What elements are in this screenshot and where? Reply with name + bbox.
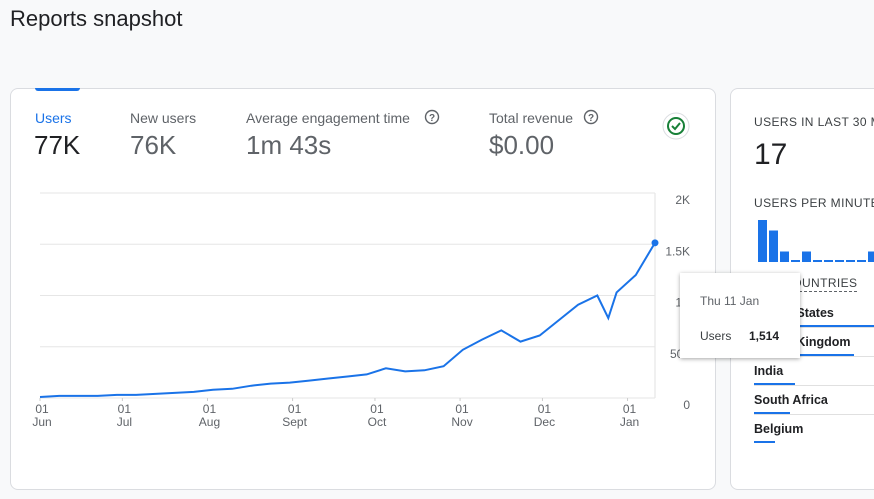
help-icon[interactable] bbox=[424, 109, 440, 125]
overview-card bbox=[10, 88, 716, 490]
metric-label[interactable]: Users bbox=[35, 110, 72, 126]
bar bbox=[857, 260, 866, 262]
country-bar bbox=[754, 383, 795, 385]
country-bar bbox=[754, 325, 874, 327]
metric-value: $0.00 bbox=[489, 130, 555, 160]
tooltip: Thu 11 Jan Users 1,514 bbox=[680, 273, 800, 358]
tooltip-series: Users bbox=[700, 329, 732, 343]
per-minute-label: USERS PER MINUTE bbox=[754, 196, 874, 210]
y-tick-label: 2K bbox=[675, 193, 690, 207]
separator bbox=[754, 385, 874, 386]
tab-indicator bbox=[35, 88, 80, 91]
x-tick-label: 01 Aug bbox=[198, 402, 221, 429]
realtime-value: 17 bbox=[754, 138, 788, 171]
line bbox=[39, 242, 656, 398]
country-name: South Africa bbox=[754, 393, 828, 407]
metric-label[interactable]: New users bbox=[130, 110, 197, 126]
metric-value: 77K bbox=[34, 130, 81, 160]
x-tick-label: 01 Jul bbox=[116, 402, 133, 429]
help-glyph: ? bbox=[588, 113, 594, 124]
separator bbox=[754, 327, 874, 328]
y-tick-label: 1.5K bbox=[665, 244, 690, 258]
x-tick-label: 01 Jun bbox=[32, 402, 52, 429]
bar bbox=[769, 230, 778, 262]
country-bar bbox=[754, 441, 775, 443]
tooltip-date: Thu 11 Jan bbox=[700, 294, 760, 308]
metric-label[interactable]: Total revenue bbox=[489, 110, 574, 126]
realtime-label: USERS IN LAST 30 M bbox=[754, 115, 874, 129]
bar bbox=[780, 251, 789, 262]
help-icon[interactable] bbox=[583, 109, 599, 125]
x-tick-label: 01 Nov bbox=[451, 402, 473, 429]
y-tick-label: 0 bbox=[683, 398, 690, 412]
bar bbox=[868, 251, 874, 262]
bar bbox=[835, 260, 844, 262]
tooltip-value: 1,514 bbox=[749, 329, 780, 343]
page-title: Reports snapshot bbox=[10, 6, 183, 31]
status-badge[interactable] bbox=[662, 112, 690, 140]
bar bbox=[758, 220, 767, 262]
separator bbox=[754, 414, 874, 415]
country-name: Belgium bbox=[754, 422, 804, 436]
hover-point bbox=[651, 239, 659, 247]
bar bbox=[791, 260, 800, 262]
metric-value: 1m 43s bbox=[246, 130, 332, 160]
x-tick-label: 01 Jan bbox=[619, 402, 640, 429]
bar bbox=[846, 260, 855, 262]
status-circle bbox=[667, 117, 685, 135]
status-check bbox=[671, 122, 681, 131]
separator bbox=[754, 356, 874, 357]
country-bar bbox=[754, 412, 790, 414]
bar bbox=[813, 260, 822, 262]
x-tick-label: 01 Oct bbox=[367, 402, 387, 429]
bar bbox=[824, 260, 833, 262]
country-name: India bbox=[754, 364, 784, 378]
x-tick-label: 01 Sept bbox=[282, 402, 307, 429]
metric-value: 76K bbox=[130, 130, 177, 160]
help-glyph: ? bbox=[429, 113, 435, 124]
bar bbox=[802, 251, 811, 262]
country-bar bbox=[754, 354, 854, 356]
x-tick-label: 01 Dec bbox=[533, 402, 556, 429]
metric-label[interactable]: Average engagement time bbox=[246, 110, 410, 126]
